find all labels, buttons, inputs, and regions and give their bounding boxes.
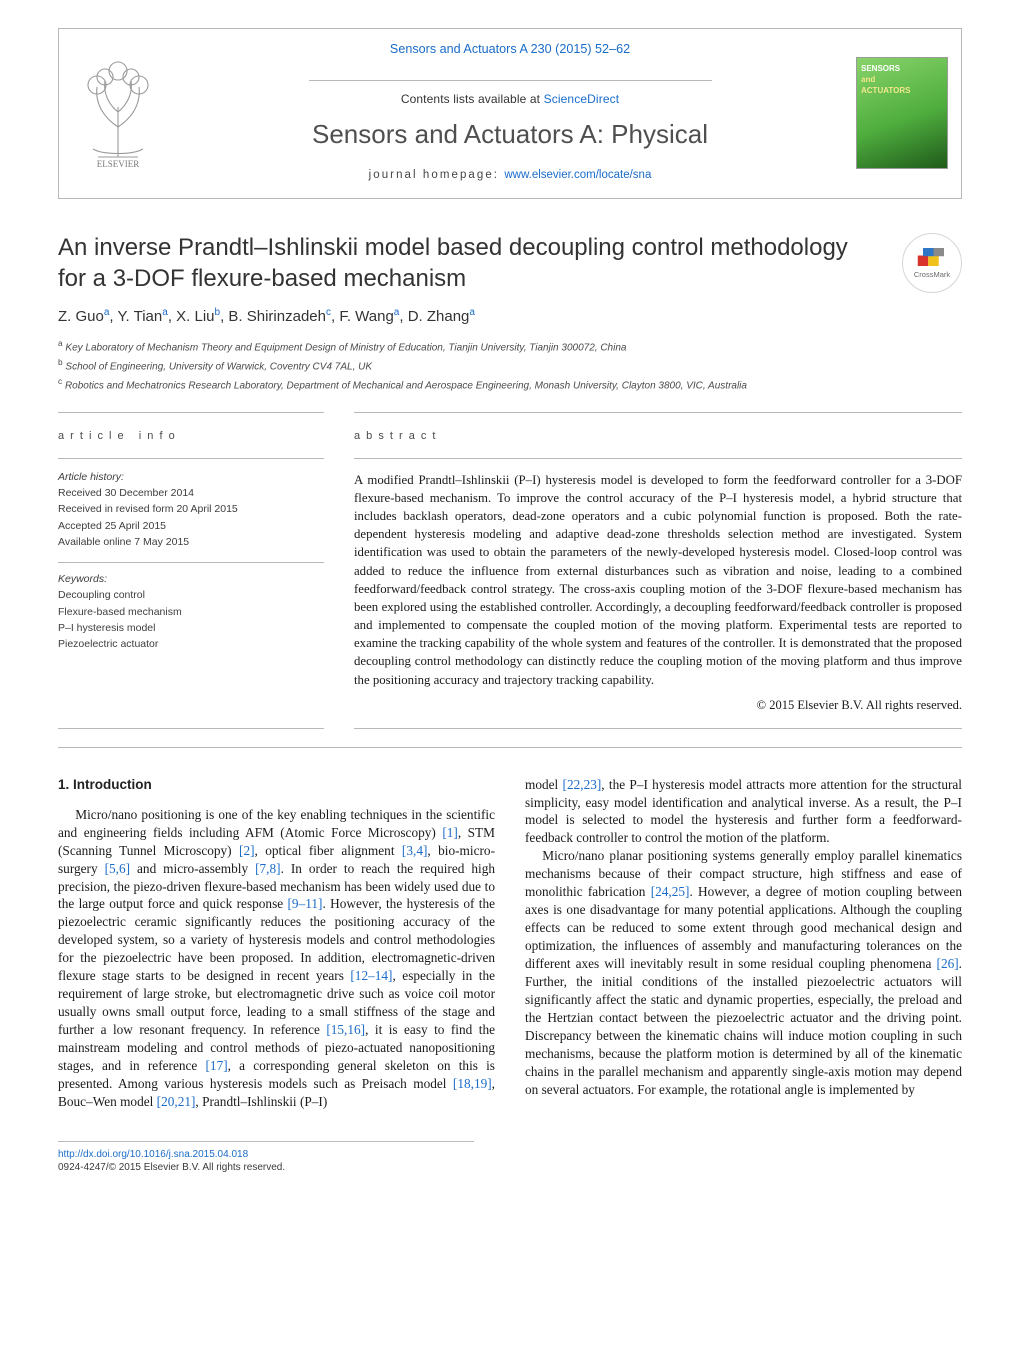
- crossmark-icon: [917, 246, 947, 268]
- keywords-label: Keywords:: [58, 571, 324, 587]
- keyword-item: Piezoelectric actuator: [58, 636, 324, 652]
- contents-available-line: Contents lists available at ScienceDirec…: [185, 91, 835, 107]
- journal-masthead: ELSEVIER Sensors and Actuators A 230 (20…: [58, 28, 962, 199]
- authors-line: Z. Guoa, Y. Tiana, X. Liub, B. Shirinzad…: [58, 306, 962, 327]
- journal-homepage-link[interactable]: www.elsevier.com/locate/sna: [504, 169, 651, 181]
- sciencedirect-link[interactable]: ScienceDirect: [544, 92, 620, 106]
- issue-citation: Sensors and Actuators A 230 (2015) 52–62: [185, 41, 835, 58]
- history-online: Available online 7 May 2015: [58, 534, 324, 550]
- history-received: Received 30 December 2014: [58, 485, 324, 501]
- article-info-column: article info Article history: Received 3…: [58, 413, 324, 714]
- keyword-item: Decoupling control: [58, 587, 324, 603]
- elsevier-logo: ELSEVIER: [59, 49, 177, 177]
- body-paragraph-1: Micro/nano positioning is one of the key…: [58, 806, 495, 1111]
- crossmark-label: CrossMark: [914, 270, 950, 280]
- body-two-column: 1. Introduction Micro/nano positioning i…: [58, 776, 962, 1111]
- crossmark-badge[interactable]: CrossMark: [902, 233, 962, 293]
- keyword-item: P–I hysteresis model: [58, 620, 324, 636]
- abstract-column: abstract A modified Prandtl–Ishlinskii (…: [354, 413, 962, 714]
- history-revised: Received in revised form 20 April 2015: [58, 501, 324, 517]
- keywords-list: Decoupling controlFlexure-based mechanis…: [58, 587, 324, 652]
- info-abstract-grid: article info Article history: Received 3…: [58, 412, 962, 729]
- issn-line: 0924-4247/© 2015 Elsevier B.V. All right…: [58, 1162, 285, 1173]
- journal-name: Sensors and Actuators A: Physical: [185, 117, 835, 152]
- article-title: An inverse Prandtl–Ishlinskii model base…: [58, 233, 848, 294]
- masthead-center: Sensors and Actuators A 230 (2015) 52–62…: [177, 29, 843, 198]
- page-footer: http://dx.doi.org/10.1016/j.sna.2015.04.…: [58, 1141, 474, 1175]
- article-info-heading: article info: [58, 429, 324, 444]
- body-paragraph-2: model [22,23], the P–I hysteresis model …: [525, 776, 962, 1099]
- journal-cover: SENSORS and ACTUATORS: [843, 49, 961, 177]
- elsevier-tree-icon: ELSEVIER: [73, 57, 163, 169]
- journal-cover-thumb: SENSORS and ACTUATORS: [856, 57, 948, 169]
- abstract-text: A modified Prandtl–Ishlinskii (P–I) hyst…: [354, 471, 962, 689]
- doi-link[interactable]: http://dx.doi.org/10.1016/j.sna.2015.04.…: [58, 1149, 248, 1160]
- abstract-heading: abstract: [354, 429, 962, 444]
- history-label: Article history:: [58, 469, 324, 485]
- keyword-item: Flexure-based mechanism: [58, 604, 324, 620]
- section-1-heading: 1. Introduction: [58, 776, 495, 794]
- affiliations: a Key Laboratory of Mechanism Theory and…: [58, 337, 962, 393]
- svg-text:ELSEVIER: ELSEVIER: [97, 159, 140, 169]
- history-accepted: Accepted 25 April 2015: [58, 518, 324, 534]
- copyright-line: © 2015 Elsevier B.V. All rights reserved…: [354, 697, 962, 714]
- journal-homepage-line: journal homepage: www.elsevier.com/locat…: [185, 168, 835, 184]
